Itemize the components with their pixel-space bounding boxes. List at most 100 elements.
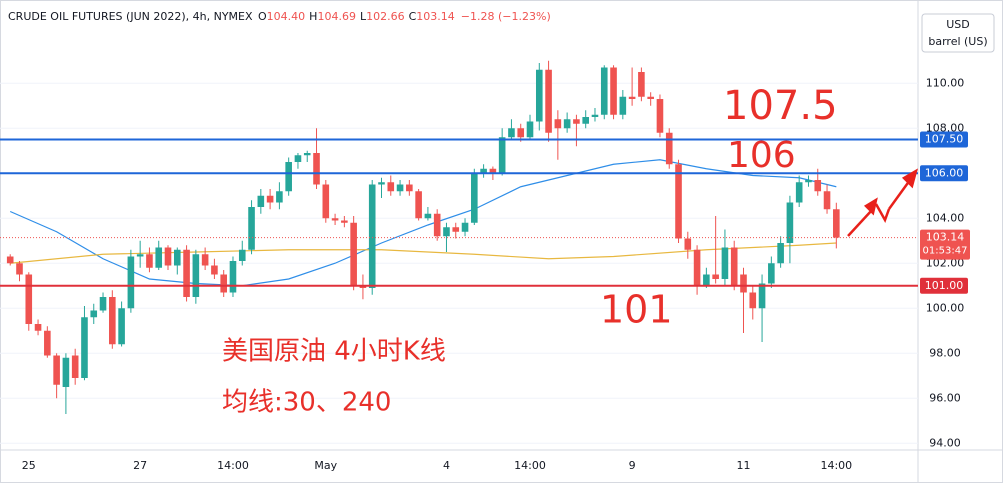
candle-body [257,195,265,207]
candle-body [53,355,60,385]
arrow [847,209,873,237]
candle-body [25,274,33,324]
candle-body [554,119,562,129]
x-tick-label: 9 [629,459,636,472]
candle-body [814,180,822,192]
y-tick-label: 104.00 [926,211,965,224]
price-badge [920,131,968,148]
candle-body [730,247,738,286]
candle-body [248,207,255,250]
candle-body [359,285,367,288]
candle-body [563,119,571,129]
symbol-title: CRUDE OIL FUTURES (JUN 2022), 4h, NYMEX [8,10,253,23]
ohlc-value: 104.40 [267,10,306,23]
candle-body [805,180,812,183]
x-tick-label: 14:00 [820,459,852,472]
candle-body [777,243,784,264]
candle-body [517,128,525,138]
candle-body [610,67,617,115]
ohlc-value: 104.69 [317,10,356,23]
candle-body [703,274,710,286]
x-tick-label: 14:00 [514,459,546,472]
candle-body [136,254,144,257]
candle-body [675,164,682,239]
price-badge [920,229,970,260]
candle-body [647,96,654,99]
arrow [874,203,891,223]
candle-body [34,324,42,331]
candle-body [341,220,348,223]
candle-body [90,310,98,318]
ohlc-value: 102.66 [366,10,405,23]
price-badge-label: 103.14 [926,231,965,244]
currency-box[interactable] [921,13,995,53]
candle-body [833,209,840,238]
candle-body [535,69,543,122]
ohlc-key: H [309,10,317,23]
candle-body [173,249,181,266]
y-tick-label: 94.00 [929,436,961,449]
unit: barrel (US) [928,35,987,48]
candle-body [303,153,311,156]
candle-body [684,238,692,250]
arrows [847,168,918,237]
arrowhead [863,197,878,216]
candle-body [480,168,487,174]
x-tick-label: 14:00 [217,459,249,472]
candle-body [331,218,339,221]
candle-body [471,173,478,223]
x-tick-label: 4 [443,459,450,472]
candle-body [378,182,385,185]
candle-body [294,155,302,162]
moving-average [9,159,837,287]
annotation: 101 [600,288,673,332]
candle-body [768,263,775,284]
y-tick-label: 98.00 [929,346,961,359]
x-tick-label: May [314,459,337,472]
currency: USD [946,18,970,31]
candle-body [229,261,237,293]
candle-body [201,254,209,266]
y-tick-label: 100.00 [926,301,965,314]
x-tick-label: 11 [736,459,750,472]
ohlc-key: C [409,10,417,23]
candle-body [285,162,292,192]
candle-body [396,184,404,192]
ohlc-value: 103.14 [416,10,455,23]
candle-body [81,317,88,378]
candle-body [238,249,246,261]
annotation: 107.5 [723,83,838,129]
candle-body [721,247,729,279]
candle-body [573,119,580,124]
candle-body [266,195,274,203]
candle-body [758,283,766,309]
candle-body [313,153,320,185]
x-tick-label: 25 [22,459,36,472]
candle-body [109,297,116,345]
candle-body [582,117,590,124]
candle-body [498,137,506,174]
candle-body [786,202,794,243]
candle-body [406,184,413,192]
candle-body [183,249,190,297]
candle-body [146,254,153,268]
candle-body [489,168,497,174]
candle-body [443,227,450,237]
candle-body [740,274,747,293]
candle-body [823,191,831,210]
annotation: 均线:30、240 [222,388,391,418]
candle-body [387,182,395,192]
candle-body [591,114,599,117]
price-badge [920,277,968,294]
candle-body [508,128,515,138]
price-badge-label: 107.50 [925,133,964,146]
candle-body [220,274,227,293]
candle-body [192,254,200,297]
change: −1.28 (−1.23%) [461,10,551,23]
candle-body [211,265,218,275]
candle-body [452,227,460,232]
candle-body [322,184,330,219]
y-tick-label: 96.00 [929,391,961,404]
